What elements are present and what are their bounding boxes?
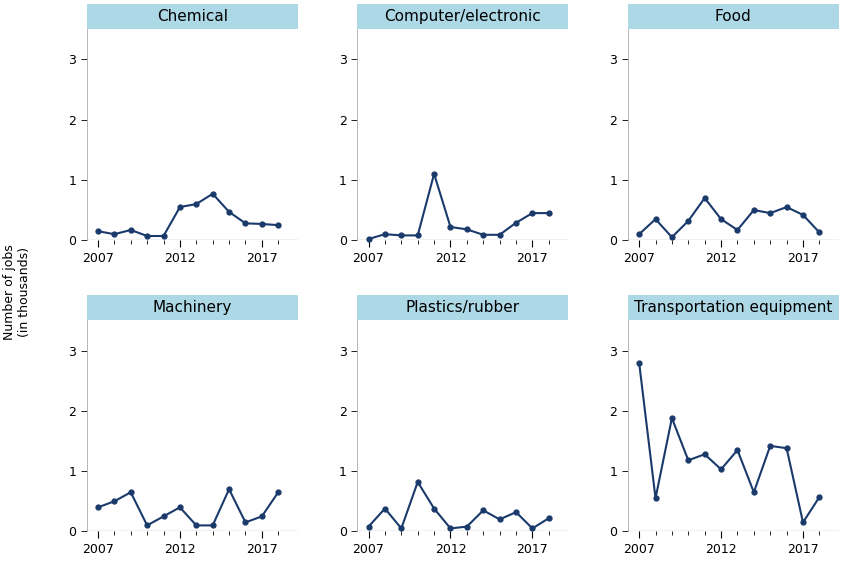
Text: Number of jobs
(in thousands): Number of jobs (in thousands) — [3, 244, 31, 340]
FancyBboxPatch shape — [628, 4, 839, 29]
Text: Transportation equipment: Transportation equipment — [634, 300, 832, 315]
Text: Chemical: Chemical — [157, 9, 227, 24]
FancyBboxPatch shape — [357, 295, 568, 321]
FancyBboxPatch shape — [86, 295, 298, 321]
Text: Plastics/rubber: Plastics/rubber — [406, 300, 520, 315]
FancyBboxPatch shape — [86, 4, 298, 29]
FancyBboxPatch shape — [628, 295, 839, 321]
FancyBboxPatch shape — [357, 4, 568, 29]
Text: Machinery: Machinery — [152, 300, 232, 315]
Text: Food: Food — [715, 9, 752, 24]
Text: Computer/electronic: Computer/electronic — [384, 9, 541, 24]
